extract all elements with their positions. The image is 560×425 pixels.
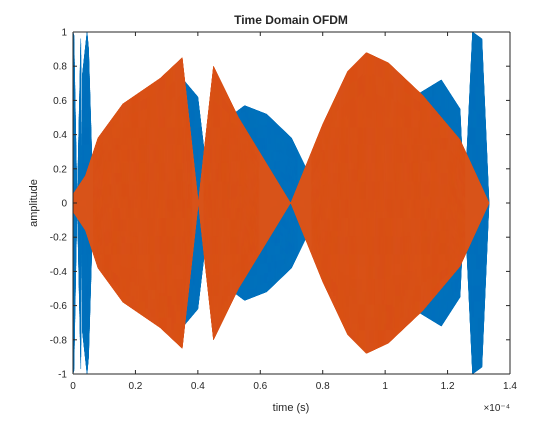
y-tick-label: -0.4: [50, 267, 68, 278]
x-tick-label: 0.6: [253, 381, 267, 392]
y-tick-label: -0.8: [50, 335, 68, 346]
x-tick-label: 1.2: [441, 381, 455, 392]
y-tick-label: 0: [61, 199, 67, 210]
x-tick-label: 0: [70, 381, 76, 392]
x-axis-label: time (s): [273, 402, 310, 414]
x-tick-label: 0.2: [128, 381, 142, 392]
x-axis-exponent: ×10⁻⁴: [483, 403, 510, 414]
y-tick-label: 1: [61, 28, 67, 39]
x-tick-label: 1.4: [503, 381, 517, 392]
y-tick-label: -0.6: [50, 301, 68, 312]
y-tick-label: 0.6: [53, 96, 67, 107]
series-line-2: [72, 52, 490, 354]
y-tick-label: -0.2: [50, 233, 68, 244]
series-layer: [72, 31, 490, 374]
x-tick-label: 0.4: [191, 381, 205, 392]
y-tick-label: -1: [58, 370, 67, 381]
y-tick-labels: -1 -0.8 -0.6 -0.4 -0.2 0 0.2 0.4 0.6 0.8 1: [50, 28, 68, 381]
y-axis-label: amplitude: [28, 179, 40, 227]
axes-layer: [72, 31, 511, 375]
y-tick-label: 0.2: [53, 164, 67, 175]
y-tick-label: 0.4: [53, 130, 67, 141]
y-tick-label: 0.8: [53, 62, 67, 73]
x-tick-label: 1: [382, 381, 388, 392]
x-tick-labels: 0 0.2 0.4 0.6 0.8 1 1.2 1.4: [70, 381, 517, 392]
x-tick-label: 0.8: [316, 381, 330, 392]
chart-title: Time Domain OFDM: [234, 13, 348, 27]
